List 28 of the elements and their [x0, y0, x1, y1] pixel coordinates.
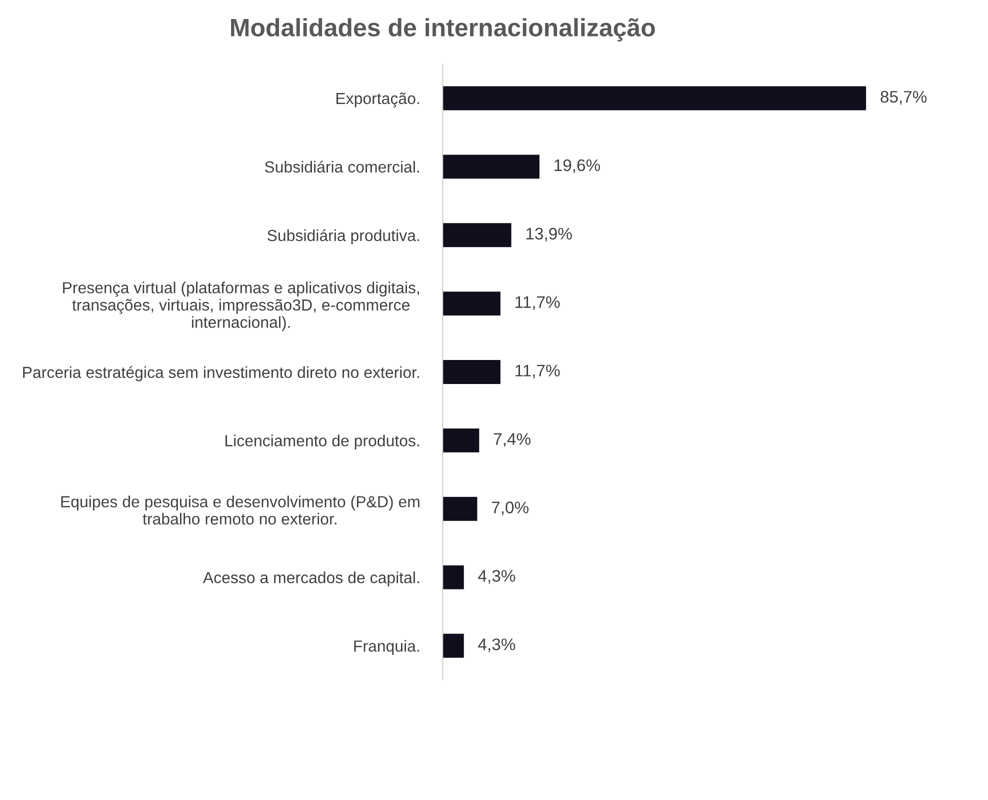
- y-tick-label: Exportação.: [336, 92, 419, 108]
- bar: [442, 154, 540, 179]
- y-tick-label: Franquia.: [354, 640, 419, 655]
- bar: [442, 86, 866, 110]
- y-tick-label: Subsidiária produtiva.: [268, 229, 419, 244]
- y-tick-label: Parceria estratégica sem investimento direto no exterior.: [23, 366, 419, 382]
- bar: [442, 634, 464, 658]
- data-label: 4,3%: [478, 638, 516, 652]
- bar: [442, 360, 500, 384]
- data-label: 85,7%: [880, 90, 927, 105]
- y-tick-label: Subsidiária comercial.: [264, 160, 419, 173]
- data-label: 13,9%: [526, 228, 572, 242]
- data-label: 11,7%: [516, 296, 560, 310]
- bar: [442, 428, 480, 452]
- bar: [442, 565, 464, 590]
- data-label: 7,0%: [492, 502, 528, 516]
- bar: [442, 496, 478, 521]
- chart-title: Modalidades de internacionalização: [231, 18, 655, 42]
- y-tick-label: Equipes de pesquisa e desenvolvimento (P&D) em trabalho remoto no exterior.: [61, 496, 420, 525]
- y-tick-label: Acesso a mercados de capital.: [202, 572, 419, 586]
- bar: [442, 223, 512, 248]
- data-label: 11,7%: [516, 364, 560, 378]
- data-label: 7,4%: [494, 433, 530, 447]
- data-label: 4,3%: [478, 570, 516, 584]
- data-label: 19,6%: [554, 159, 600, 174]
- y-tick-label: Licenciamento de produtos.: [226, 434, 419, 450]
- y-tick-label: Presença virtual (plataformas e aplicativos digitais, transações, virtuais, impressão3D, e-commerce internacional).: [63, 282, 419, 332]
- bar: [442, 292, 500, 316]
